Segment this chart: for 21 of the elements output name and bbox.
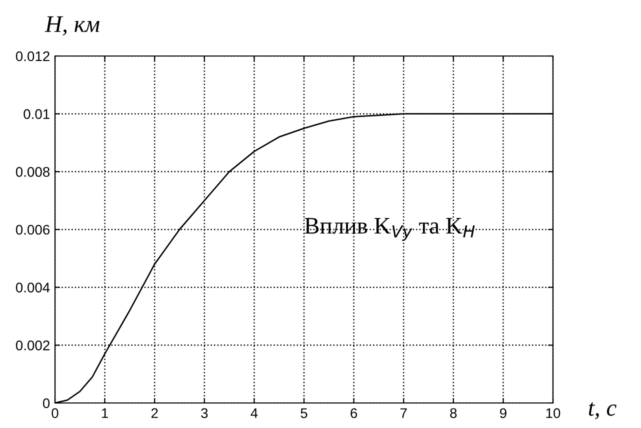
x-tick-label: 8: [450, 408, 457, 418]
x-tick-label: 3: [201, 408, 208, 418]
x-tick-label: 0: [52, 408, 58, 418]
x-tick-label: 5: [300, 408, 308, 418]
x-tick-label: 4: [250, 408, 258, 418]
x-tick-label: 2: [151, 408, 158, 418]
x-tick-label: 7: [400, 408, 407, 418]
y-tick-label: 0.004: [16, 282, 50, 293]
x-axis-title: t, с: [588, 402, 616, 420]
x-tick-label: 1: [102, 408, 108, 418]
y-tick-label: 0.006: [16, 224, 50, 235]
y-tick-label: 0.002: [16, 340, 50, 350]
y-tick-label: 0: [42, 398, 50, 408]
y-tick-label: 0.008: [16, 167, 50, 177]
y-axis-title: H, км: [44, 16, 100, 36]
y-tick-label: 0.012: [16, 51, 50, 62]
y-tick-label: 0.01: [24, 109, 50, 120]
x-tick-label: 9: [500, 408, 506, 418]
annotation: Вплив K$_{Vy}$ та K$_{H}$: [304, 218, 475, 241]
x-tick-label: 6: [350, 408, 358, 418]
x-tick-label: 10: [546, 408, 560, 418]
